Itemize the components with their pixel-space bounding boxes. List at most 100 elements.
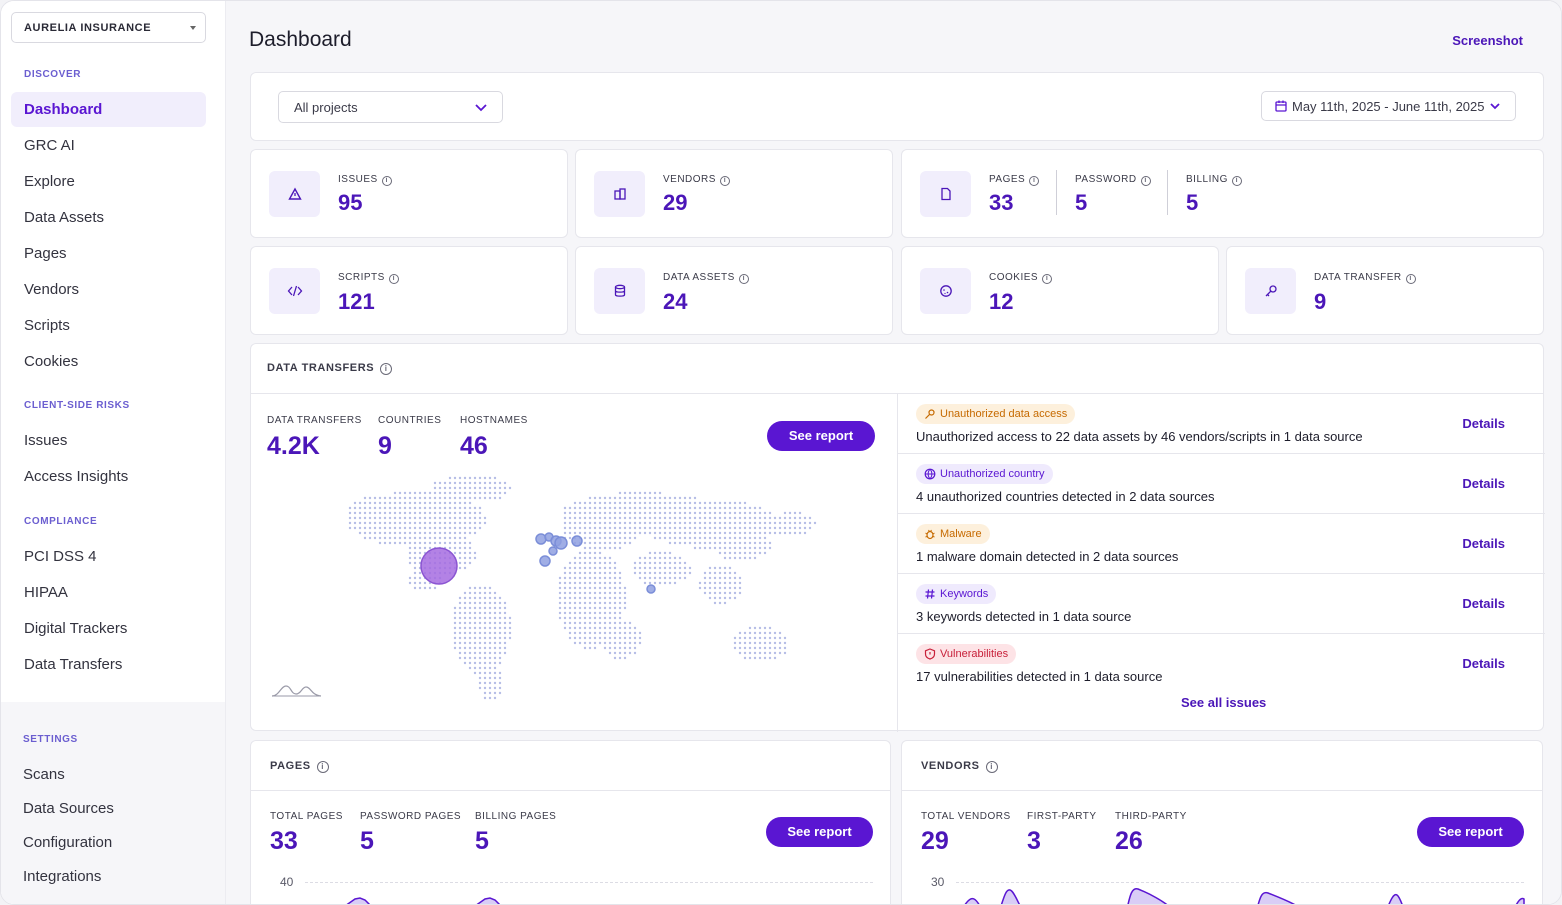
map-dot: [493, 661, 497, 665]
sidebar-item-scripts[interactable]: Scripts: [24, 317, 70, 334]
map-dot: [688, 506, 692, 510]
stat-card-scripts[interactable]: SCRIPTS i 121: [250, 246, 568, 335]
info-icon[interactable]: i: [738, 274, 749, 284]
map-dot: [633, 521, 637, 525]
details-link[interactable]: Details: [1462, 476, 1505, 491]
see-report-button[interactable]: See report: [766, 817, 873, 847]
see-report-button[interactable]: See report: [767, 421, 875, 451]
map-dot: [593, 596, 597, 600]
map-dot: [643, 566, 647, 570]
stat-card-cookies[interactable]: COOKIES i 12: [901, 246, 1219, 335]
sidebar-item-issues[interactable]: Issues: [24, 432, 68, 449]
map-dot: [708, 511, 712, 515]
sidebar-item-dashboard[interactable]: Dashboard: [11, 92, 206, 127]
map-dot: [473, 596, 477, 600]
map-dot: [578, 576, 582, 580]
details-link[interactable]: Details: [1462, 656, 1505, 671]
map-dot: [438, 496, 442, 500]
map-dot: [458, 611, 462, 615]
info-icon[interactable]: i: [1042, 274, 1053, 284]
sidebar-item-pages[interactable]: Pages: [24, 245, 67, 262]
map-dot: [578, 641, 582, 645]
details-link[interactable]: Details: [1462, 596, 1505, 611]
info-icon[interactable]: i: [1231, 176, 1242, 186]
sidebar-item-data-sources[interactable]: Data Sources: [23, 800, 114, 817]
map-marker[interactable]: [571, 535, 583, 547]
map-dot: [608, 541, 612, 545]
map-dot: [483, 676, 487, 680]
map-dot: [388, 506, 392, 510]
map-dot: [493, 696, 497, 700]
map-dot: [468, 506, 472, 510]
map-dot: [628, 541, 632, 545]
info-icon[interactable]: i: [380, 363, 393, 375]
map-dot: [638, 491, 642, 495]
see-report-button[interactable]: See report: [1417, 817, 1524, 847]
sidebar-item-data-transfers[interactable]: Data Transfers: [24, 656, 123, 673]
sidebar-item-access-insights[interactable]: Access Insights: [24, 468, 129, 485]
map-dot: [563, 626, 567, 630]
see-all-issues-link[interactable]: See all issues: [1181, 695, 1267, 710]
map-dot: [583, 566, 587, 570]
stat-card-pages[interactable]: PAGES i 33 PASSWORD i 5 BILLING i 5: [901, 149, 1544, 238]
sidebar-item-configuration[interactable]: Configuration: [23, 834, 113, 851]
map-dot: [683, 496, 687, 500]
info-icon[interactable]: i: [381, 176, 392, 186]
map-dot: [393, 526, 397, 530]
map-dot: [658, 571, 662, 575]
info-icon[interactable]: i: [1029, 176, 1040, 186]
sidebar-item-scans[interactable]: Scans: [23, 766, 65, 783]
map-dot: [458, 511, 462, 515]
screenshot-link[interactable]: Screenshot: [1452, 33, 1523, 48]
map-dot: [738, 631, 742, 635]
stat-card-vendors[interactable]: VENDORS i 29: [575, 149, 893, 238]
info-icon[interactable]: i: [985, 761, 998, 773]
map-marker[interactable]: [554, 536, 568, 550]
map-dot: [673, 536, 677, 540]
map-marker[interactable]: [420, 547, 458, 585]
map-dot: [448, 521, 452, 525]
info-icon[interactable]: i: [719, 176, 730, 186]
date-range-picker[interactable]: May 11th, 2025 - June 11th, 2025: [1261, 91, 1516, 121]
project-select[interactable]: All projects: [278, 91, 503, 123]
map-dot: [708, 541, 712, 545]
map-dot: [598, 596, 602, 600]
map-dot: [408, 491, 412, 495]
sidebar-item-hipaa[interactable]: HIPAA: [24, 584, 68, 601]
map-dot: [498, 611, 502, 615]
map-marker[interactable]: [539, 555, 551, 567]
map-dot: [573, 641, 577, 645]
info-icon[interactable]: i: [1140, 176, 1151, 186]
map-dot: [563, 576, 567, 580]
info-icon[interactable]: i: [316, 761, 329, 773]
info-icon[interactable]: i: [388, 274, 399, 284]
sidebar-item-explore[interactable]: Explore: [24, 173, 75, 190]
map-marker[interactable]: [646, 584, 656, 594]
info-icon[interactable]: i: [1405, 274, 1416, 284]
stat-card-data-assets[interactable]: DATA ASSETS i 24: [575, 246, 893, 335]
map-dot: [503, 486, 507, 490]
map-marker[interactable]: [548, 546, 558, 556]
map-dot: [748, 551, 752, 555]
sidebar-item-cookies[interactable]: Cookies: [24, 353, 79, 370]
cookie-icon: [920, 268, 971, 314]
sidebar-item-data-assets[interactable]: Data Assets: [24, 209, 105, 226]
map-dot: [368, 536, 372, 540]
map-dot: [783, 526, 787, 530]
org-selector[interactable]: AURELIA INSURANCE: [11, 12, 206, 43]
sidebar-item-grc-ai[interactable]: GRC AI: [24, 137, 75, 154]
details-link[interactable]: Details: [1462, 416, 1505, 431]
sidebar-item-vendors[interactable]: Vendors: [24, 281, 80, 298]
stat-card-issues[interactable]: ISSUES i 95: [250, 149, 568, 238]
sidebar-item-pci-dss[interactable]: PCI DSS 4: [24, 548, 97, 565]
sidebar-item-integrations[interactable]: Integrations: [23, 868, 102, 885]
map-dot: [483, 691, 487, 695]
map-dot: [618, 641, 622, 645]
sidebar-item-digital-trackers[interactable]: Digital Trackers: [24, 620, 128, 637]
world-map[interactable]: [321, 469, 821, 704]
stat-card-data-transfer[interactable]: DATA TRANSFER i 9: [1226, 246, 1544, 335]
map-dot: [578, 511, 582, 515]
details-link[interactable]: Details: [1462, 536, 1505, 551]
map-dot: [573, 596, 577, 600]
issue-row: Vulnerabilities 17 vulnerabilities detec…: [898, 634, 1545, 694]
